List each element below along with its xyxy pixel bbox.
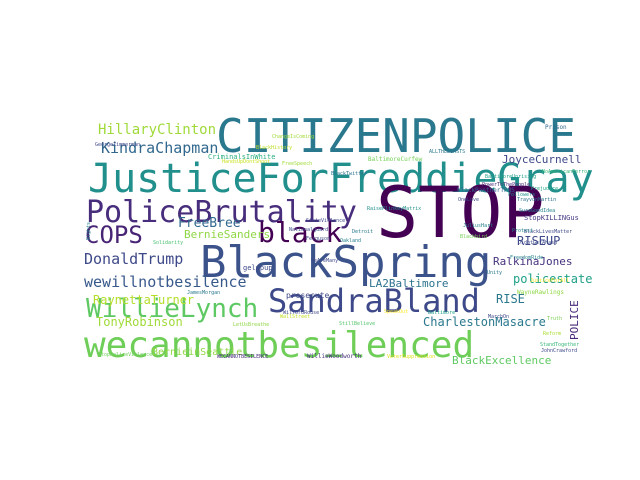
- word-policestate: policestate: [513, 272, 592, 286]
- word-john-crawford: JohnCrawford: [541, 348, 577, 354]
- word-truth: Truth: [547, 316, 562, 322]
- word-charleston-masacre: CharlestonMasacre: [423, 315, 546, 329]
- word-power-to-the-people: PowerToThePeople: [482, 182, 530, 188]
- word-still-believe: StillBelieve: [339, 321, 375, 327]
- word-la2-baltimore: LA2Baltimore: [369, 277, 448, 290]
- word-prosecute: prosecute: [286, 291, 330, 300]
- word-sure-good-idea: SureGoodIdea: [519, 208, 555, 214]
- word-baltimore: Baltimore: [428, 310, 455, 316]
- word-bernie-sanders: BernieSanders: [184, 228, 270, 241]
- word-rise: RISE: [496, 292, 525, 306]
- word-julius-hart: JuliusHart: [463, 223, 493, 229]
- word-stop-police-violence: StopPoliceViolence: [98, 352, 152, 358]
- word-allthebeasts: ALLTHEBEASTS: [429, 149, 465, 155]
- word-freedom-ride: FreedomRide: [510, 255, 543, 261]
- word-ferguson: Ferguson: [306, 236, 330, 242]
- word-oakland: Oakland: [340, 238, 361, 244]
- word-wayne-rawlings: WayneRawlings: [517, 289, 564, 296]
- word-we-are-many: WeAreMany: [311, 258, 338, 264]
- word-blackbird: Blackbird: [460, 234, 487, 240]
- word-raynetta-turner: RaynettaTurner: [93, 293, 194, 307]
- word-didnt-get-ahash: DidntGetAHash: [518, 240, 557, 246]
- word-stop: STOP: [376, 172, 545, 254]
- word-prejudice: Prejudice: [531, 186, 558, 192]
- word-willie-lynch: WillieLynch: [86, 294, 258, 324]
- word-citizenpolice: CITIZENPOLICE: [216, 109, 576, 163]
- word-baltimore-curfew: BaltimoreCurfew: [368, 156, 423, 163]
- word-ralkina-jones: RalkinaJones: [493, 255, 572, 268]
- word-hands-up-dont-shoot: HandsUpDontShoot: [222, 159, 270, 165]
- word-unity: Unity: [487, 270, 502, 276]
- word-prison: Prison: [545, 124, 567, 131]
- word-no-american-terror: NoAmericanTerror: [542, 169, 590, 175]
- word-tony-robinson: TonyRobinson: [96, 315, 183, 329]
- word-berniein-seattle: BernieinSeattle: [152, 347, 242, 358]
- word-black: black: [258, 216, 342, 249]
- word-wilford-rouse: WilfordRouse: [283, 310, 319, 316]
- word-gelupup: gelupup: [243, 264, 273, 272]
- word-cops: COPS: [85, 221, 143, 249]
- word-black-history: BlackHistory: [256, 145, 292, 151]
- word-free-bree: FreeBree: [178, 216, 241, 231]
- word-black-twitter: BlackTwitter: [331, 171, 367, 177]
- word-george-zimmerman: GeorgeZimmerman: [95, 142, 140, 148]
- word-hillary-clinton: HillaryClinton: [98, 122, 216, 138]
- word-justice-for-all: JusticeForAll: [530, 278, 569, 284]
- word-kindra-chapman: KindraChapman: [101, 139, 218, 157]
- word-police-brutality: PoliceBrutality: [86, 195, 357, 230]
- word-riseup: RISEUP: [517, 234, 560, 248]
- word-wecannotbesilenced: wecannotbesilenced: [84, 325, 474, 366]
- word-black-spring: BlackSpring: [200, 237, 491, 288]
- word-solidarity: Solidarity: [153, 240, 183, 246]
- word-one-love: OneLove: [458, 197, 479, 203]
- word-wall-street: WallStreet: [280, 314, 310, 320]
- word-protest: Protest: [512, 228, 533, 234]
- word-detroit: Detroit: [352, 229, 373, 235]
- word-wecannotbesilence: WECANNOTBESILENCE: [217, 354, 268, 360]
- word-raise-plinkey-matrix: RaisePlinkeyMatrix: [367, 206, 421, 212]
- word-rights: Rights: [86, 222, 92, 240]
- word-trayvon-martin: TrayvonMartin: [517, 197, 556, 203]
- word-sandra-bland: SandraBland: [268, 282, 480, 320]
- word-reform: Reform: [543, 331, 561, 337]
- word-black-lives-matter: BlackLivesMatter: [524, 229, 572, 235]
- word-march-on: MarchOn: [488, 314, 509, 320]
- word-criminals-in-white: CriminalsInWhite: [208, 153, 275, 161]
- word-wewillnotbesilence: wewillnotbesilence: [84, 273, 247, 291]
- word-willie-woodworth: WillieWoodworth: [307, 353, 362, 360]
- word-followers: Followers: [508, 192, 535, 198]
- word-baltimore-uprising: BaltimoreUprising: [485, 174, 536, 180]
- word-black-panther-tpns: blackPantherTPNS: [457, 187, 515, 194]
- word-donald-trump: DonaldTrump: [84, 250, 183, 268]
- word-state-violence: StateViolence: [306, 218, 345, 224]
- word-voter-suppression: VoterSuppression: [387, 354, 435, 360]
- word-change-is-coming: ChangeIsComing: [272, 134, 314, 140]
- word-stand-together: StandTogether: [540, 342, 579, 348]
- word-joyce-curnell: JoyceCurnell: [502, 153, 581, 166]
- word-james-morgan: JamesMorgan: [187, 290, 220, 296]
- word-let-us-breathe: LetUsBreathe: [233, 322, 269, 328]
- word-stop-killingus: StopKILLINGus: [524, 214, 579, 222]
- word-black-excellence: BlackExcellence: [452, 354, 551, 367]
- word-police: POLICE: [568, 300, 581, 340]
- word-justice-for-freddie-gray: JusticeForFreddieGray: [88, 156, 594, 202]
- word-speak-out: SpeakOut: [384, 309, 408, 315]
- word-free-speech: FreeSpeech: [282, 161, 312, 167]
- word-nationalguard: Nationalguard: [289, 227, 328, 233]
